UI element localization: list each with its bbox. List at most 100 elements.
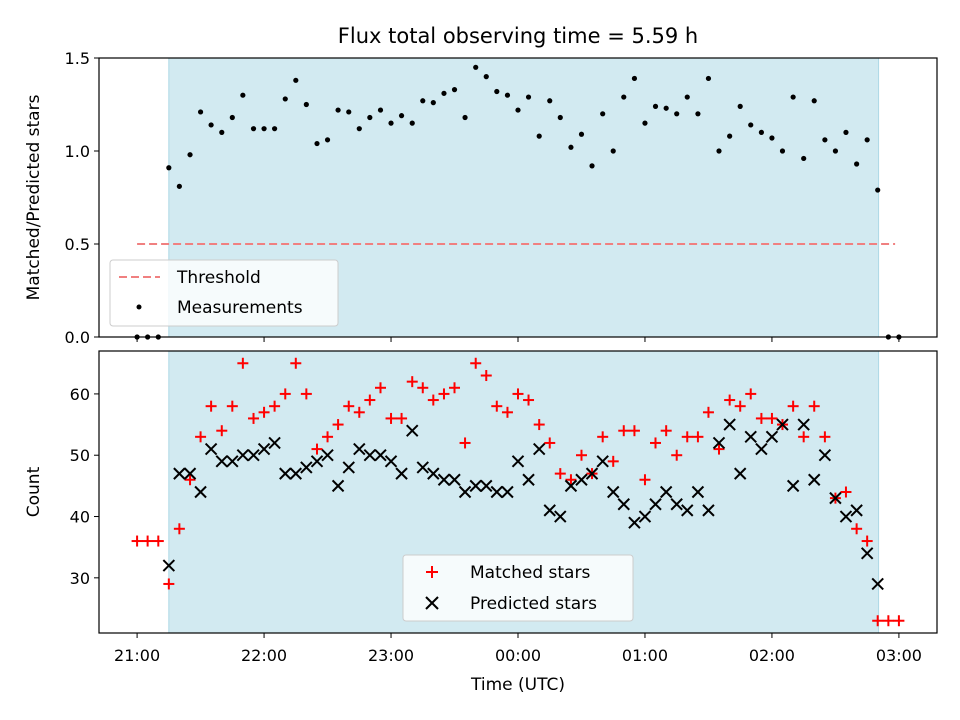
matched-star-point (533, 419, 545, 431)
x-tick-label: 22:00 (241, 646, 287, 665)
matched-star-point (364, 394, 376, 406)
matched-star-point (554, 468, 566, 480)
measurement-point (176, 183, 182, 189)
matched-star-point (808, 400, 820, 412)
matched-star-point (290, 357, 302, 369)
measurement-point (547, 98, 553, 104)
measurement-point (610, 148, 616, 154)
predicted-star-point (575, 473, 588, 486)
predicted-star-point (406, 424, 419, 437)
matched-star-point (893, 615, 905, 627)
measurement-point (473, 64, 479, 70)
matched-star-point (671, 449, 683, 461)
predicted-star-point (585, 467, 599, 480)
measurement-point (166, 165, 172, 171)
matched-star-point (565, 474, 577, 486)
measurements-legend-label: Measurements (177, 298, 303, 318)
measurement-point (801, 155, 807, 162)
predicted-star-point (786, 479, 800, 493)
matched-star-point (523, 394, 535, 406)
predicted-star-point (860, 547, 874, 560)
ratio-legend-box (109, 259, 339, 327)
matched-star-point (851, 523, 863, 535)
predicted-star-point (723, 418, 736, 431)
measurement-point (462, 114, 468, 121)
matched-star-point (607, 455, 619, 467)
matched-stars-points (131, 357, 905, 627)
matched-star-point (713, 443, 725, 455)
predicted-star-point (279, 467, 292, 480)
predicted-star-point (670, 498, 683, 511)
matched-star-point (279, 388, 291, 400)
matched-star-point (332, 419, 344, 431)
predicted-star-point (310, 455, 324, 468)
predicted-star-point (215, 455, 228, 468)
matched-star-point (311, 443, 323, 455)
measurement-point (271, 126, 278, 132)
ratio-panel: 0.0 0.5 1.0 1.5 Matched/Predicted stars Thr… (24, 49, 938, 347)
matched-star-point (872, 615, 884, 627)
count-y-axis-label: Count (24, 466, 44, 517)
predicted-star-point (691, 485, 705, 499)
measurement-point (790, 94, 796, 100)
predicted-star-point (458, 485, 472, 499)
predicted-star-point (289, 467, 303, 480)
predicted-star-point (765, 430, 779, 444)
measurement-points (134, 64, 902, 340)
measurement-point (642, 120, 648, 126)
measurement-point (430, 100, 436, 106)
matched-star-point (427, 394, 439, 406)
count-legend-box (402, 554, 634, 622)
measurement-point (494, 88, 500, 95)
ratio-x-ticks (136, 337, 900, 342)
predicted-star-point (183, 467, 197, 480)
matched-star-point (597, 431, 609, 443)
predicted-star-point (818, 449, 832, 462)
x-tick-label: 23:00 (368, 646, 414, 665)
predicted-star-point (511, 455, 525, 468)
measurement-point (716, 148, 722, 154)
measurement-point (578, 131, 585, 137)
matched-star-point (819, 431, 831, 443)
matched-star-point (861, 535, 873, 547)
measurement-point (769, 135, 775, 141)
predicted-star-point (744, 430, 757, 444)
matched-star-point (406, 376, 418, 388)
matched-star-point (501, 406, 513, 418)
predicted-star-point (797, 418, 810, 431)
predicted-star-point (300, 461, 313, 474)
matched-star-point (226, 400, 238, 412)
predicted-star-point (638, 510, 652, 523)
measurement-point (346, 109, 352, 115)
predicted-stars-points (162, 418, 884, 591)
matched-star-point (300, 388, 312, 400)
x-tick-label: 03:00 (876, 646, 922, 665)
predicted-legend-icon (425, 596, 439, 610)
y-tick-label: 0.0 (65, 328, 90, 347)
matched-star-point (575, 449, 587, 461)
predicted-star-point (173, 467, 186, 480)
matched-star-point (216, 425, 228, 437)
measurement-point (621, 94, 627, 100)
matched-star-point (195, 431, 207, 443)
predicted-star-point (416, 461, 429, 474)
ratio-y-ticks: 0.0 0.5 1.0 1.5 (65, 49, 99, 347)
matched-star-point (702, 406, 714, 418)
predicted-star-point (331, 479, 345, 493)
matched-star-point (491, 400, 503, 412)
predicted-star-point (522, 473, 535, 486)
matched-legend-icon (426, 566, 438, 578)
matched-star-point (142, 535, 154, 547)
y-tick-label: 0.5 (65, 235, 90, 254)
matched-star-point (438, 388, 450, 400)
matched-star-point (237, 357, 249, 369)
measurement-point (525, 94, 532, 100)
predicted-star-point (236, 449, 250, 462)
count-y-ticks: 30 40 50 60 (70, 385, 99, 588)
measurement-point (568, 144, 574, 150)
matched-star-point (258, 406, 270, 418)
predicted-star-point (257, 442, 271, 456)
measurement-point (663, 105, 669, 111)
y-tick-label: 30 (70, 569, 90, 588)
